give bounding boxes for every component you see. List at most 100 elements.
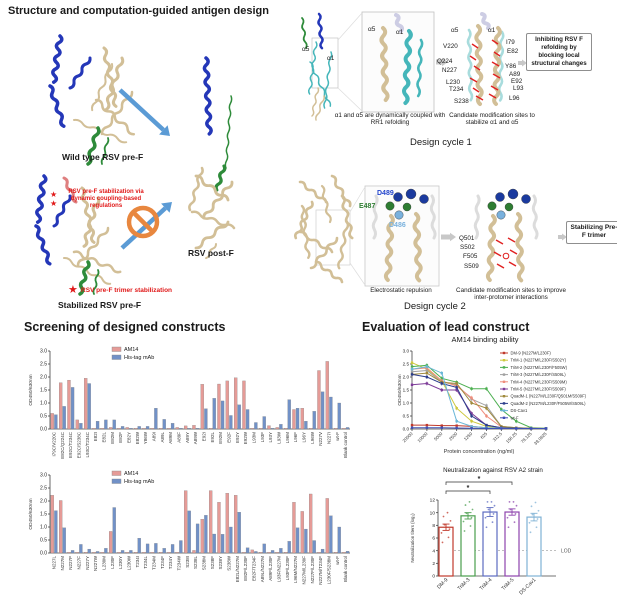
svg-text:0.5: 0.5 [40, 538, 47, 544]
svg-text:N227M/T234F: N227M/T234F [318, 556, 323, 585]
svg-text:L96W: L96W [310, 431, 315, 444]
svg-text:N227F: N227F [77, 556, 82, 570]
svg-text:QuadM-2 (N227M/L230F/F505W/S50: QuadM-2 (N227M/L230F/F505W/S509L) [511, 401, 587, 406]
svg-text:E92W: E92W [243, 431, 248, 444]
star-icon: ★ [50, 199, 58, 208]
svg-text:N227V: N227V [318, 432, 323, 446]
svg-text:5000: 5000 [433, 431, 444, 442]
svg-text:0.0: 0.0 [403, 427, 410, 432]
svg-text:E92Y: E92Y [235, 432, 240, 443]
svg-text:0: 0 [432, 574, 435, 580]
svg-text:S238I: S238I [185, 556, 190, 568]
svg-text:E82F/T234F: E82F/T234F [252, 556, 257, 581]
svg-text:Neutralization titers (log₂): Neutralization titers (log₂) [410, 513, 415, 563]
svg-text:*: * [467, 485, 470, 492]
svg-text:L96Y: L96Y [302, 432, 307, 443]
svg-text:DS-Cav1: DS-Cav1 [511, 408, 528, 413]
svg-text:Blank control: Blank control [343, 432, 348, 458]
svg-text:Y86W: Y86W [143, 431, 148, 444]
svg-text:OD450/630nm: OD450/630nm [397, 374, 403, 405]
screening-title: Screening of designed constructs [24, 320, 226, 334]
svg-text:2.0: 2.0 [40, 499, 47, 505]
svg-text:A89M: A89M [168, 432, 173, 444]
svg-text:3.0: 3.0 [403, 349, 410, 354]
svg-text:wt-F: wt-F [335, 432, 340, 441]
svg-text:QuadM-1 (N227M/L230F/Q501M/S50: QuadM-1 (N227M/L230F/Q501M/S509F) [511, 394, 587, 399]
svg-text:E82C/Q224C: E82C/Q224C [60, 431, 65, 459]
svg-text:L93M: L93M [252, 432, 257, 444]
svg-text:DM-9: DM-9 [436, 577, 449, 590]
residue-label: L93 [513, 85, 524, 92]
svg-text:1.0: 1.0 [403, 401, 410, 406]
svg-text:0.0: 0.0 [40, 427, 47, 433]
svg-text:2: 2 [432, 561, 435, 567]
svg-text:His-tag mAb: His-tag mAb [124, 479, 154, 485]
svg-text:A89W: A89W [193, 431, 198, 444]
svg-text:1.0: 1.0 [40, 401, 47, 407]
residue-label: L96 [509, 95, 520, 102]
svg-text:2.5: 2.5 [403, 362, 410, 367]
residue-label: Q224 [437, 58, 453, 65]
svg-text:N227W: N227W [93, 555, 98, 571]
svg-text:E82W: E82W [135, 431, 140, 444]
svg-text:E92L: E92L [210, 432, 215, 443]
svg-text:T234W: T234W [177, 555, 182, 570]
svg-text:10: 10 [430, 510, 436, 516]
alpha5-label: α5 [302, 46, 310, 53]
stabilized-label: Stabilized RSV pre-F [58, 300, 142, 310]
svg-text:2.5: 2.5 [40, 362, 47, 368]
svg-text:TriM-3: TriM-3 [457, 577, 472, 592]
svg-text:TriM-5: TriM-5 [501, 577, 516, 592]
svg-text:A89I: A89I [152, 432, 157, 441]
svg-text:N227F/L230F: N227F/L230F [310, 556, 315, 584]
svg-text:0.5: 0.5 [40, 414, 47, 420]
svg-text:20000: 20000 [402, 431, 415, 444]
svg-text:A89L: A89L [160, 432, 165, 443]
residue-label: F505 [463, 253, 478, 260]
svg-text:DM-9 (N227M/L230F): DM-9 (N227M/L230F) [511, 351, 552, 356]
svg-text:E82Y: E82Y [127, 432, 132, 443]
svg-text:625: 625 [479, 431, 488, 440]
svg-text:12: 12 [430, 498, 436, 504]
svg-text:E92I: E92I [202, 432, 207, 441]
residue-label: N227 [442, 67, 458, 74]
svg-text:N227I: N227I [327, 432, 332, 444]
svg-text:AM14: AM14 [124, 347, 138, 353]
svg-text:L93F: L93F [260, 432, 265, 443]
residue-label: E92 [511, 78, 523, 85]
svg-text:L96M: L96M [285, 432, 290, 444]
residue-label: S509 [464, 263, 479, 270]
svg-text:E82F/L230F: E82F/L230F [243, 556, 248, 581]
svg-text:L230F/S238M: L230F/S238M [327, 556, 332, 585]
svg-text:T234Y: T234Y [168, 556, 173, 569]
residue-d489-label: D489 [377, 190, 394, 197]
wild-type-label: Wild type RSV pre-F [62, 152, 144, 162]
svg-text:2500: 2500 [448, 431, 459, 442]
residue-label: Y86 [505, 63, 517, 70]
alpha1-label: α1 [327, 55, 335, 62]
residue-label: L230 [446, 79, 461, 86]
svg-text:LOD: LOD [561, 548, 572, 554]
svg-text:2.0: 2.0 [403, 375, 410, 380]
svg-text:1.5: 1.5 [403, 388, 410, 393]
binding-line-chart: 0.0 0.5 1.0 1.5 2.0 2.5 3.0 OD450/630nm 20000 100… [397, 349, 587, 455]
star-icon: ★ [68, 284, 78, 296]
svg-text:TriM-2 (N227M/L230F/F505W): TriM-2 (N227M/L230F/F505W) [511, 365, 568, 370]
svg-text:Blank control: Blank control [343, 556, 348, 582]
svg-text:312.5: 312.5 [492, 431, 504, 443]
svg-text:L96M/N227M: L96M/N227M [293, 556, 298, 583]
svg-text:N227M: N227M [60, 556, 65, 571]
star-icon: ★ [50, 190, 58, 199]
cycle1-outcome-box: Inhibiting RSV F refolding by blocking l… [526, 33, 592, 72]
svg-text:TriM-5 (N227M/L230F/S509F): TriM-5 (N227M/L230F/S509F) [511, 387, 567, 392]
residue-label: Q501 [459, 235, 475, 242]
cycle2-outcome-box: Stabilizing Pre-F trimer [566, 221, 617, 244]
neutralization-chart: 0 2 4 6 8 10 12 Neutralization titers (log₂) LOD… [410, 476, 572, 596]
main-title: Structure and computation-guided antigen… [8, 5, 269, 17]
svg-text:6: 6 [432, 536, 435, 542]
svg-text:4: 4 [432, 548, 435, 554]
cycle2-sites-note: Candidate modification sites to improve … [456, 287, 566, 302]
residue-e487-label: E487 [359, 203, 376, 210]
svg-text:E92M: E92M [218, 432, 223, 444]
